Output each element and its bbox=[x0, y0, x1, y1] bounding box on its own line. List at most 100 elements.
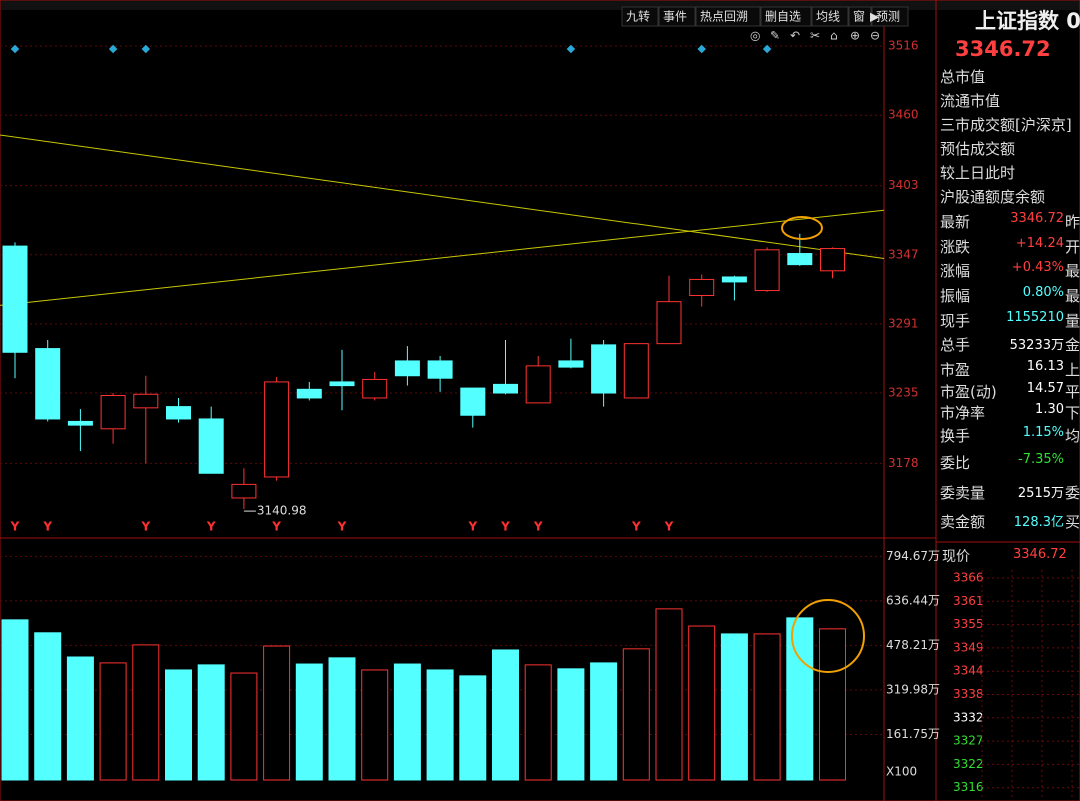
event-diamond[interactable] bbox=[108, 44, 118, 54]
row-label: 现手 bbox=[940, 312, 971, 330]
volume-bar bbox=[165, 669, 192, 781]
candle-body bbox=[721, 276, 747, 283]
volume-bar bbox=[361, 669, 389, 781]
y-tick-label: 319.98万 bbox=[886, 682, 940, 696]
volume-bar bbox=[263, 645, 291, 781]
candle-body bbox=[623, 343, 649, 399]
y-tick-label: 3403 bbox=[888, 178, 919, 192]
mini-tick-label: 3344 bbox=[953, 664, 984, 678]
signal-marker: Y bbox=[271, 520, 281, 534]
volume-bar bbox=[655, 608, 683, 781]
volume-bar bbox=[34, 632, 62, 781]
candle-body bbox=[2, 245, 28, 353]
row-label: 卖金额 bbox=[940, 513, 986, 531]
volume-bar bbox=[1, 619, 29, 781]
volume-bar bbox=[328, 657, 356, 781]
candle-body bbox=[754, 249, 780, 292]
candle-body bbox=[133, 393, 159, 409]
row-tail: 均 bbox=[1065, 427, 1080, 445]
row-label: 振幅 bbox=[940, 287, 971, 305]
highlight-circle bbox=[791, 599, 865, 673]
row-value: 128.3亿 bbox=[1013, 515, 1064, 530]
row-value: 1.30 bbox=[1035, 402, 1064, 417]
row-value: 16.13 bbox=[1026, 359, 1064, 374]
tool-icon[interactable]: ⊖ bbox=[870, 29, 880, 43]
toolbar-label: 热点回溯 bbox=[700, 9, 748, 24]
sidebar-title: 上证指数 0 bbox=[975, 9, 1080, 33]
row-tail: 金 bbox=[1065, 336, 1080, 354]
y-tick-label: 3516 bbox=[888, 39, 919, 53]
row-label: 涨幅 bbox=[940, 262, 971, 280]
unit-label: X100 bbox=[886, 765, 917, 779]
y-tick-label: 3178 bbox=[888, 456, 919, 470]
mini-tick-label: 3316 bbox=[953, 780, 984, 794]
toolbar-button[interactable] bbox=[621, 6, 659, 27]
volume-bar bbox=[492, 649, 519, 781]
row-tail: 平 bbox=[1065, 383, 1080, 401]
volume-bar bbox=[590, 662, 618, 781]
toolbar-label: 预测 bbox=[876, 10, 900, 24]
signal-marker: Y bbox=[42, 520, 52, 534]
y-tick-label: 636.44万 bbox=[886, 593, 940, 607]
toolbar-button[interactable] bbox=[871, 6, 909, 27]
candle-body bbox=[264, 381, 290, 478]
candle-body bbox=[493, 383, 518, 394]
row-tail: 最 bbox=[1065, 287, 1080, 305]
tool-icon[interactable]: ↶ bbox=[790, 29, 800, 43]
volume-bar bbox=[786, 617, 814, 781]
candle-body bbox=[689, 278, 715, 296]
y-tick-label: 161.75万 bbox=[886, 727, 940, 741]
toolbar-button[interactable] bbox=[760, 6, 812, 27]
row-label: 市盈 bbox=[940, 361, 971, 379]
mini-tick-label: 3327 bbox=[953, 734, 984, 748]
y-tick-label: 3235 bbox=[888, 386, 919, 400]
candle-body bbox=[166, 406, 191, 420]
volume-bar bbox=[132, 644, 160, 781]
candle-body bbox=[231, 483, 257, 499]
row-value: 1.15% bbox=[1022, 425, 1064, 440]
info-label: 预估成交额 bbox=[940, 140, 1016, 158]
volume-bar bbox=[524, 664, 552, 781]
candle-body bbox=[394, 360, 420, 377]
candle-body bbox=[656, 301, 682, 345]
toolbar-button[interactable] bbox=[658, 6, 696, 27]
top-bar bbox=[0, 0, 1080, 10]
toolbar-label: 均线 bbox=[816, 10, 840, 24]
row-value: 1155210 bbox=[1006, 310, 1064, 325]
toolbar-button[interactable] bbox=[811, 6, 849, 27]
row-label: 委卖量 bbox=[940, 484, 986, 502]
row-value: +0.43% bbox=[1011, 260, 1064, 275]
tool-icon[interactable]: ⊕ bbox=[850, 29, 860, 43]
tool-icon[interactable]: ✂ bbox=[810, 29, 820, 43]
now-price: 3346.72 bbox=[1013, 547, 1067, 562]
volume-bar bbox=[426, 669, 454, 781]
volume-bar bbox=[557, 668, 585, 781]
event-diamond[interactable] bbox=[697, 44, 706, 54]
row-value: 0.80% bbox=[1022, 285, 1064, 300]
candle-body bbox=[558, 360, 584, 368]
tool-icon[interactable]: ⌂ bbox=[830, 29, 838, 43]
info-label: 总市值 bbox=[940, 68, 986, 86]
toolbar-button[interactable] bbox=[848, 6, 872, 27]
signal-marker: Y bbox=[500, 520, 510, 534]
y-tick-label: 794.67万 bbox=[886, 549, 940, 563]
row-label: 市盈(动) bbox=[940, 383, 997, 401]
row-value: 14.57 bbox=[1026, 381, 1064, 396]
info-label: 三市成交额[沪深京] bbox=[940, 116, 1072, 134]
candle-body bbox=[787, 253, 813, 266]
event-diamond[interactable] bbox=[141, 44, 151, 54]
signal-marker: Y bbox=[10, 520, 20, 534]
event-diamond[interactable] bbox=[566, 44, 576, 54]
y-tick-label: 3347 bbox=[888, 247, 919, 261]
candle-body bbox=[362, 378, 388, 399]
row-tail: 量 bbox=[1065, 312, 1080, 330]
event-diamond[interactable] bbox=[10, 44, 20, 54]
mini-tick-label: 3361 bbox=[953, 594, 984, 608]
tool-icon[interactable]: ◎ bbox=[750, 29, 760, 43]
tool-icon[interactable]: ✎ bbox=[770, 29, 780, 43]
row-label: 总手 bbox=[940, 336, 971, 354]
row-tail: 委 bbox=[1065, 484, 1080, 502]
y-tick-label: 3460 bbox=[888, 108, 919, 122]
toolbar-button[interactable] bbox=[695, 6, 761, 27]
row-label: 委比 bbox=[940, 454, 971, 472]
